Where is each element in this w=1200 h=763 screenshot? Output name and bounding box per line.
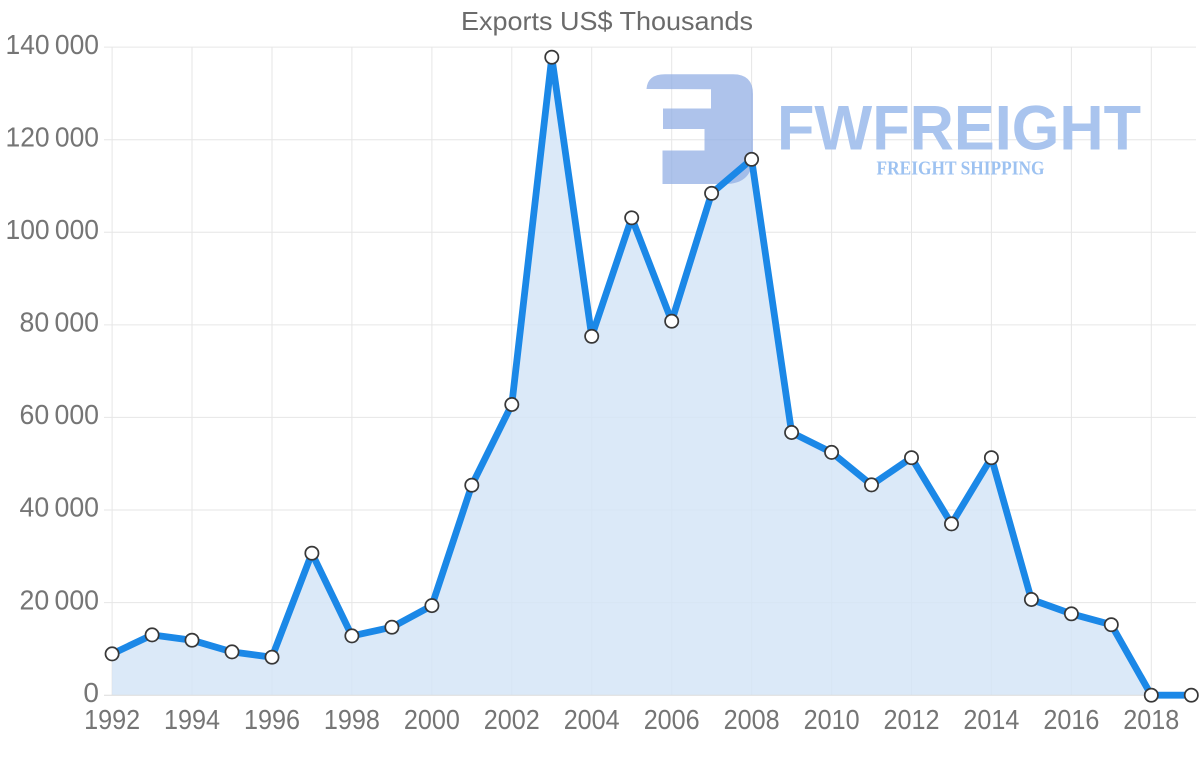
svg-text:0: 0 [83,677,99,708]
svg-text:140 000: 140 000 [6,29,100,60]
svg-text:2002: 2002 [484,704,540,735]
svg-text:2006: 2006 [644,704,700,735]
svg-text:2012: 2012 [884,704,940,735]
svg-text:2016: 2016 [1043,704,1099,735]
svg-text:Exports US$ Thousands: Exports US$ Thousands [461,6,753,36]
svg-text:1992: 1992 [84,704,140,735]
svg-text:100 000: 100 000 [6,214,100,245]
svg-text:2014: 2014 [963,704,1019,735]
svg-text:120 000: 120 000 [6,121,100,152]
svg-text:FREIGHT SHIPPING: FREIGHT SHIPPING [877,159,1045,180]
svg-text:2004: 2004 [564,704,620,735]
svg-text:60 000: 60 000 [20,399,100,430]
svg-text:2000: 2000 [404,704,460,735]
svg-text:1998: 1998 [324,704,380,735]
svg-text:1996: 1996 [244,704,300,735]
svg-text:2010: 2010 [804,704,860,735]
svg-text:20 000: 20 000 [20,584,100,615]
svg-text:40 000: 40 000 [20,492,100,523]
svg-text:FWFREIGHT: FWFREIGHT [777,94,1141,164]
svg-text:80 000: 80 000 [20,307,100,338]
svg-text:2018: 2018 [1123,704,1179,735]
svg-text:1994: 1994 [164,704,220,735]
svg-text:2008: 2008 [724,704,780,735]
